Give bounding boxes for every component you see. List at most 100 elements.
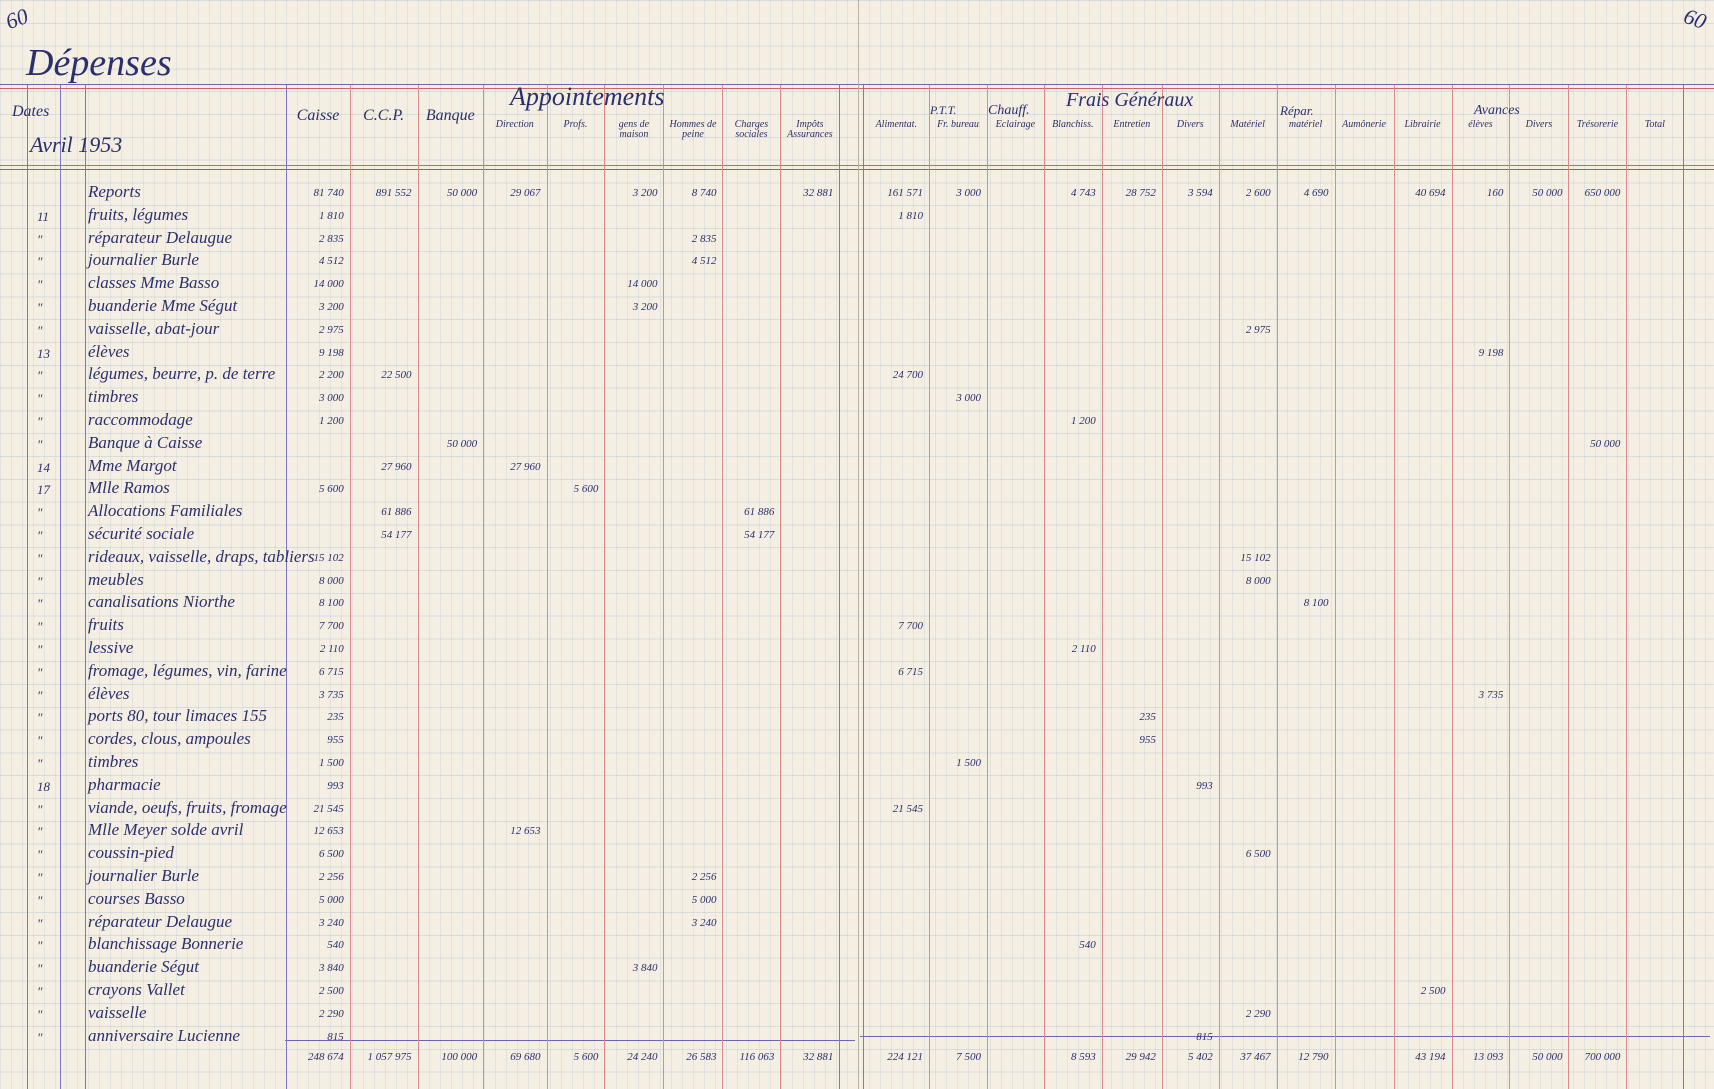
rule	[0, 88, 1714, 89]
column-rule	[722, 85, 724, 1089]
amount-cell: 540	[1079, 939, 1096, 952]
column-rule	[85, 85, 87, 1089]
row-label: meubles	[88, 569, 144, 589]
total-cell: 12 790	[1298, 1051, 1329, 1063]
amount-cell: 14 000	[313, 278, 344, 291]
column-header: Fr. bureau	[937, 119, 979, 130]
amount-cell: 8 100	[1303, 597, 1329, 610]
amount-cell: 2 500	[1420, 985, 1446, 997]
amount-cell: 6 500	[319, 848, 344, 861]
column-header: Banque	[425, 107, 475, 124]
row-label: fromage, légumes, vin, farine	[88, 660, 287, 680]
amount-cell: 1 500	[956, 757, 981, 769]
page-number: 60	[2, 3, 32, 35]
amount-cell: 54 177	[381, 529, 412, 541]
amount-cell: 40 694	[1415, 187, 1446, 199]
total-cell: 700 000	[1584, 1051, 1621, 1063]
column-header: Divers	[1176, 119, 1204, 130]
column-rule	[604, 85, 606, 1089]
amount-cell: 3 200	[319, 301, 344, 313]
amount-cell: 235	[1139, 711, 1156, 724]
amount-cell: 2 290	[319, 1007, 344, 1020]
row-date: "	[37, 847, 43, 863]
amount-cell: 955	[1139, 734, 1156, 747]
column-rule	[1626, 85, 1628, 1089]
amount-cell: 2 110	[1071, 643, 1096, 655]
row-date: "	[37, 277, 43, 293]
column-header: Charges sociales	[734, 119, 769, 140]
rule	[0, 84, 1714, 85]
column-rule	[483, 85, 485, 1089]
row-label: classes Mme Basso	[88, 273, 220, 293]
amount-cell: 2 290	[1245, 1007, 1271, 1020]
total-cell: 32 881	[803, 1051, 834, 1063]
row-date: "	[37, 870, 43, 885]
amount-cell: 21 545	[892, 802, 924, 815]
column-rule	[663, 85, 665, 1089]
row-date: 13	[37, 345, 50, 361]
row-label: Mme Margot	[88, 455, 177, 475]
row-date: "	[37, 231, 43, 247]
amount-cell: 650 000	[1584, 187, 1621, 199]
column-group: Appointements	[510, 82, 665, 111]
row-label: élèves	[88, 683, 130, 703]
column-header: Librairie	[1404, 119, 1441, 130]
amount-cell: 50 000	[1532, 187, 1563, 199]
column-group: Frais Généraux	[1066, 89, 1194, 111]
total-cell: 100 000	[441, 1051, 478, 1063]
amount-cell: 4 512	[691, 255, 717, 268]
row-date: "	[37, 938, 43, 954]
amount-cell: 2 975	[1245, 323, 1271, 336]
row-date: 14	[37, 459, 50, 475]
amount-cell: 7 700	[319, 620, 344, 633]
total-cell: 26 583	[686, 1051, 717, 1063]
column-rule	[1683, 85, 1685, 1089]
amount-cell: 6 715	[319, 665, 344, 678]
row-date: "	[37, 710, 43, 726]
row-label: Mlle Meyer solde avril	[88, 820, 244, 840]
total-cell: 37 467	[1240, 1051, 1271, 1063]
row-label: fruits	[88, 615, 124, 635]
amount-cell: 4 690	[1303, 187, 1329, 199]
amount-cell: 21 545	[313, 802, 344, 815]
column-group: Avances	[1474, 103, 1520, 118]
row-label: coussin-pied	[88, 843, 174, 863]
date-header: Dates	[12, 103, 50, 120]
rule	[0, 169, 1714, 170]
column-header: matériel	[1288, 119, 1323, 130]
column-header: Total	[1644, 119, 1665, 130]
column-rule	[1393, 85, 1395, 1089]
row-label: sécurité sociale	[88, 524, 195, 543]
amount-cell: 8 740	[691, 187, 717, 199]
column-rule	[1334, 85, 1336, 1089]
column-header: Trésorerie	[1576, 119, 1619, 130]
amount-cell: 1 810	[898, 209, 924, 222]
amount-cell: 160	[1486, 187, 1504, 199]
row-date: "	[37, 642, 43, 657]
row-label: réparateur Delaugue	[88, 911, 233, 931]
amount-cell: 50 000	[446, 187, 478, 199]
row-label: légumes, beurre, p. de terre	[88, 364, 276, 384]
column-header: Eclairage	[995, 119, 1036, 130]
column-rule	[839, 85, 841, 1089]
row-label: canalisations Niorthe	[88, 592, 235, 612]
amount-cell: 235	[327, 711, 344, 724]
column-rule	[546, 85, 548, 1089]
column-header: Caisse	[296, 107, 340, 124]
amount-cell: 5 000	[691, 893, 717, 906]
row-label: Mlle Ramos	[88, 478, 170, 498]
amount-cell: 61 886	[744, 506, 775, 519]
row-date: "	[37, 733, 43, 749]
amount-cell: 3 735	[1478, 688, 1504, 701]
amount-cell: 24 700	[892, 369, 924, 382]
amount-cell: 3 000	[319, 392, 344, 405]
row-label: Allocations Familiales	[88, 501, 243, 521]
month-label: Avril 1953	[30, 132, 123, 157]
amount-cell: 3 240	[691, 916, 717, 929]
amount-cell: 4 512	[319, 255, 344, 268]
amount-cell: 61 886	[381, 506, 412, 519]
total-cell: 8 593	[1070, 1051, 1096, 1063]
total-cell: 24 240	[627, 1051, 658, 1063]
column-group: Chauff.	[988, 103, 1030, 118]
amount-cell: 2 200	[319, 369, 344, 382]
